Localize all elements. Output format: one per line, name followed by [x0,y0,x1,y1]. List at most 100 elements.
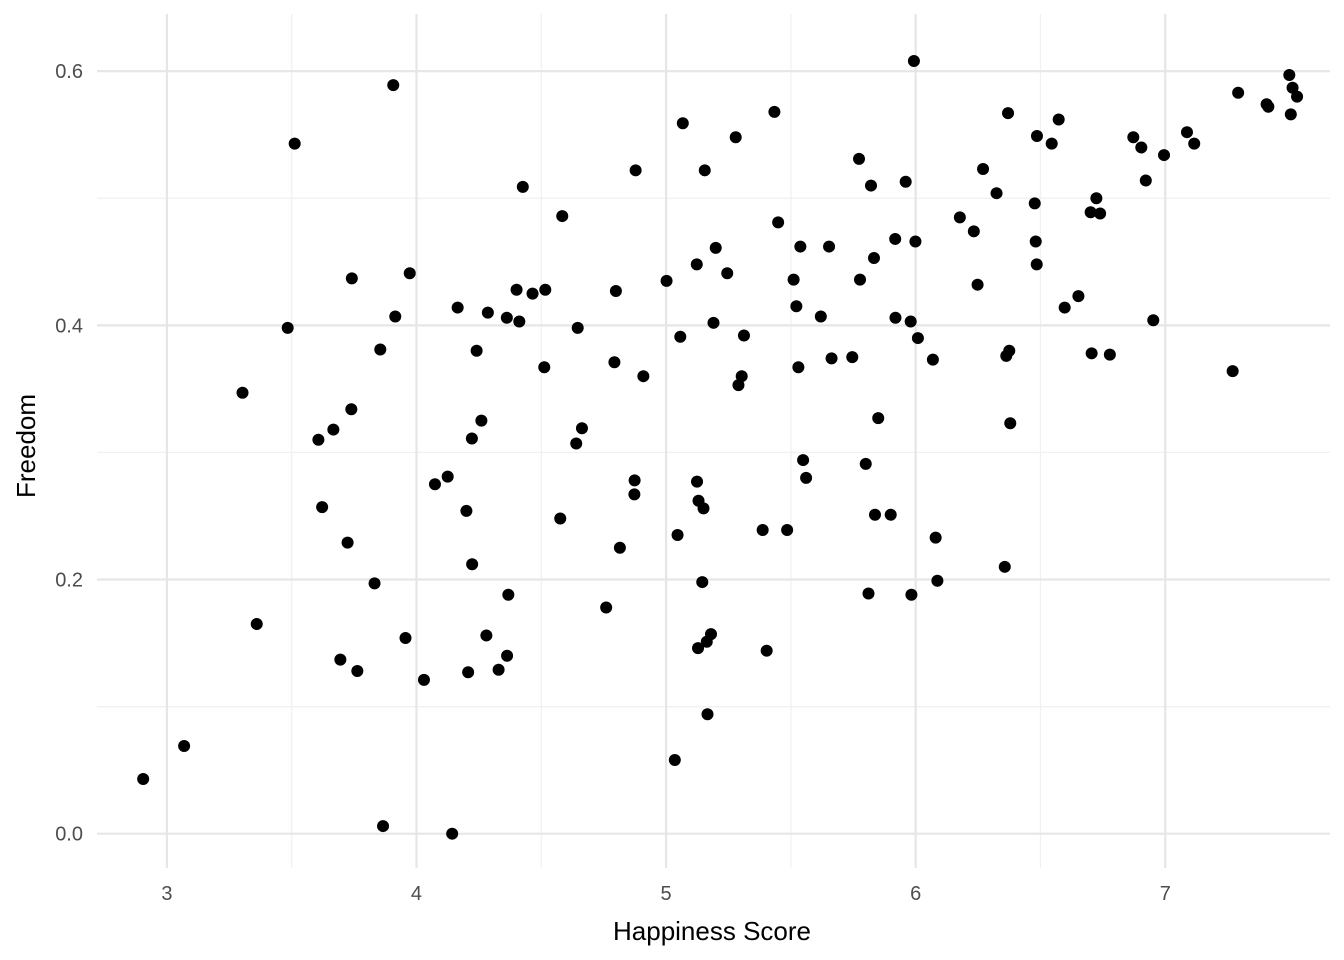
data-point [417,673,430,686]
data-point [772,216,785,229]
data-point [441,470,454,483]
x-tick-label: 6 [910,883,921,905]
data-point [526,287,539,300]
data-point [368,577,381,590]
data-point [609,285,622,298]
data-point [705,628,718,641]
data-point [859,457,872,470]
data-point [977,163,990,176]
data-point [345,272,358,285]
data-point [399,631,412,644]
data-point [862,587,875,600]
data-point [760,644,773,657]
data-point [608,356,621,369]
data-point [516,180,529,193]
data-point [465,432,478,445]
data-point [1291,90,1304,103]
data-point [735,370,748,383]
data-point [1135,141,1148,154]
data-point [998,560,1011,573]
y-tick-label: 0.4 [55,315,83,337]
data-point [868,508,881,521]
data-point [697,502,710,515]
data-point [768,105,781,118]
data-point [756,523,769,536]
data-point [387,79,400,92]
data-point [889,311,902,324]
data-point [539,283,552,296]
data-point [312,433,325,446]
data-point [674,330,687,343]
y-axis-tick-labels: 0.0 0.2 0.4 0.6 [55,61,83,846]
data-point [466,558,479,571]
data-point [872,412,885,425]
data-point [967,225,980,238]
x-tick-label: 5 [661,883,672,905]
data-point [628,474,641,487]
data-point [1158,149,1171,162]
data-point [1094,207,1107,220]
data-point [905,588,918,601]
data-point [931,574,944,587]
data-point [864,179,877,192]
data-point [600,601,613,614]
data-point [1286,81,1299,94]
data-point [721,267,734,280]
data-point [867,252,880,264]
data-point [236,386,249,399]
data-point [513,315,526,328]
data-point [696,576,709,589]
data-point [1029,235,1042,248]
data-point [178,740,191,752]
major-gridlines-x [165,14,1167,868]
data-point [729,131,742,144]
data-point [737,329,750,342]
x-tick-label: 7 [1160,883,1171,905]
data-point [460,504,473,517]
data-point [1090,192,1103,205]
data-point [554,512,567,525]
data-point [374,343,387,356]
data-point [571,321,584,334]
data-point [351,665,364,678]
data-point [1283,69,1296,81]
data-point [953,211,966,224]
data-point [500,311,513,324]
data-point [628,488,641,501]
data-point [570,437,583,450]
minor-gridlines-x [291,14,1042,868]
data-point [446,827,459,840]
data-point [1180,126,1193,139]
data-point [345,403,358,416]
x-axis-title: Happiness Score [613,916,811,946]
data-point [462,666,475,679]
y-axis-title: Freedom [11,394,41,498]
data-point [1072,290,1085,303]
data-point [1084,206,1097,219]
y-tick-label: 0.0 [55,824,83,846]
data-point [709,241,722,254]
data-point [884,508,897,521]
data-point [575,422,588,435]
data-point [480,629,493,642]
data-point [797,454,810,467]
data-point [701,708,714,721]
data-point [1028,197,1041,210]
data-point [676,117,689,130]
data-point [899,175,912,188]
data-point [1030,130,1043,142]
data-point [1052,113,1065,126]
data-point [1262,100,1275,113]
data-point [492,663,505,676]
data-point [825,352,838,365]
data-point [691,475,704,488]
data-point [971,278,984,291]
data-point [1232,86,1245,99]
data-point [510,283,523,296]
data-point [538,361,551,374]
data-point [613,541,626,554]
data-point [481,306,494,319]
data-point [502,588,515,601]
data-point [475,414,488,427]
data-point [904,315,917,328]
